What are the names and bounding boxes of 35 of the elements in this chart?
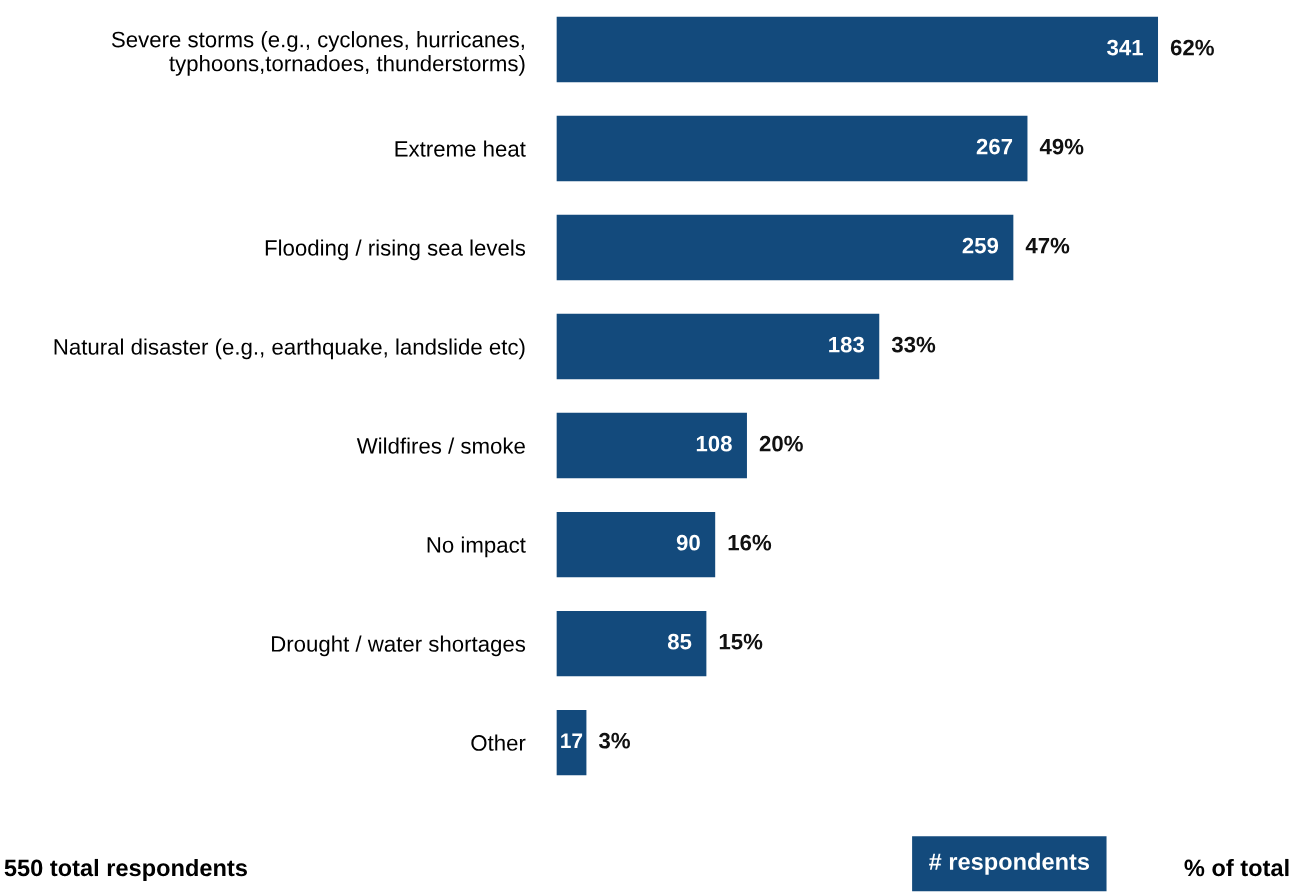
- text: 550 total respondents: [4, 858, 247, 881]
- bar: [556, 709, 587, 776]
- data-label: 267: [976, 138, 1013, 155]
- data-label: 90: [676, 534, 700, 551]
- y-tick-label: Drought / water shortages: [272, 635, 526, 657]
- bar: [556, 511, 716, 578]
- bar: [556, 115, 1028, 182]
- bar: [556, 214, 1014, 281]
- y-tick-label: No impact: [427, 536, 526, 558]
- annotation: 33%: [891, 336, 936, 353]
- bar: [556, 16, 1159, 83]
- annotation: 49%: [1039, 138, 1084, 155]
- data-label: 17: [561, 733, 583, 748]
- annotation: 15%: [719, 633, 763, 650]
- y-tick-label: Wildfires / smoke: [356, 437, 525, 454]
- text: # respondents: [929, 852, 1090, 875]
- y-tick-label: Severe storms (e.g., cyclones, hurricanes, typhoons,tornadoes, thunderstorms): [111, 31, 525, 76]
- annotation: 16%: [728, 534, 772, 551]
- bar: [556, 313, 880, 380]
- annotation: 3%: [598, 732, 630, 749]
- annotation: 62%: [1170, 39, 1214, 56]
- data-label: 108: [696, 435, 732, 452]
- data-label: 341: [1107, 39, 1143, 56]
- data-label: 85: [667, 633, 692, 650]
- y-tick-label: Extreme heat: [395, 140, 526, 157]
- bar: [556, 610, 707, 677]
- data-label: 259: [962, 237, 999, 254]
- annotation: 47%: [1025, 237, 1070, 254]
- bar: [556, 412, 747, 479]
- annotation: 20%: [759, 435, 803, 452]
- y-tick-label: Natural disaster (e.g., earthquake, landslide etc): [54, 338, 525, 360]
- data-label: 183: [829, 336, 865, 353]
- y-tick-label: Other: [471, 734, 526, 751]
- y-tick-label: Flooding / rising sea levels: [265, 239, 526, 261]
- text: % of total: [1184, 858, 1289, 877]
